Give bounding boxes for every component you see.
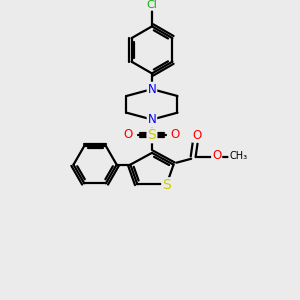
Text: S: S: [162, 178, 171, 192]
Text: N: N: [148, 82, 156, 96]
Text: O: O: [124, 128, 133, 141]
Text: CH₃: CH₃: [229, 151, 247, 161]
Text: O: O: [171, 128, 180, 141]
Text: N: N: [148, 113, 156, 126]
Text: O: O: [212, 149, 221, 162]
Text: O: O: [193, 129, 202, 142]
Text: Cl: Cl: [146, 0, 158, 10]
Text: S: S: [148, 128, 156, 142]
